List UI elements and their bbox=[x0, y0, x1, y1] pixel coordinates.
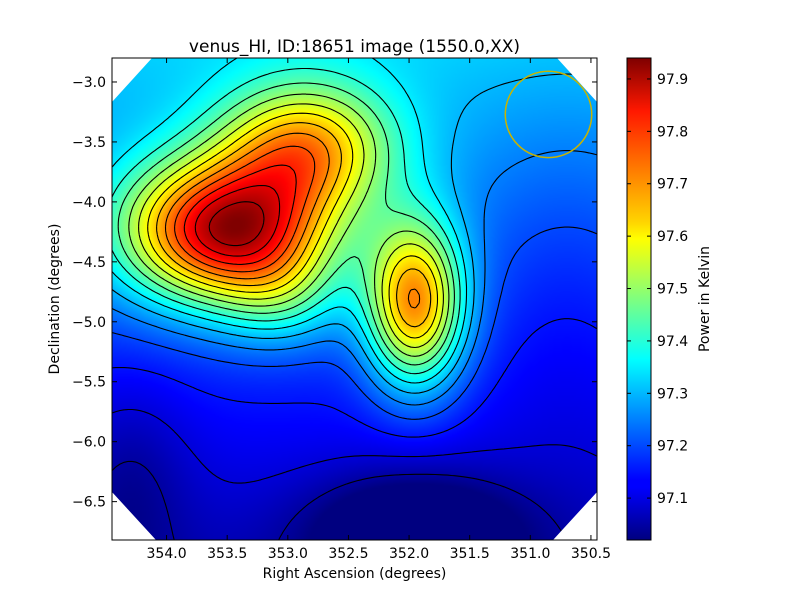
colorbar-tick-label: 97.1 bbox=[657, 491, 688, 507]
contour-line bbox=[112, 460, 568, 540]
colorbar-tick-label: 97.7 bbox=[657, 177, 688, 193]
contour-line bbox=[112, 318, 597, 438]
y-tick-label: −4.5 bbox=[72, 255, 106, 271]
y-tick-label: −3.0 bbox=[72, 75, 106, 91]
mask-corner bbox=[112, 492, 156, 540]
x-tick-label: 354.0 bbox=[147, 546, 187, 562]
chart-title: venus_HI, ID:18651 image (1550.0,XX) bbox=[189, 37, 520, 57]
colorbar-label: Power in Kelvin bbox=[697, 246, 713, 352]
x-tick-label: 351.5 bbox=[450, 546, 490, 562]
colorbar-tick-label: 97.9 bbox=[657, 72, 688, 88]
contour-line bbox=[112, 73, 597, 394]
mask-corners bbox=[112, 58, 597, 540]
colorbar-ticks: 97.1 97.2 97.3 97.4 97.5 97.6 97.7 97.8 97.9 bbox=[627, 72, 688, 507]
heatmap-image bbox=[112, 58, 597, 540]
mask-corner bbox=[557, 58, 597, 102]
plot-frame bbox=[111, 57, 598, 541]
x-tick-label: 353.0 bbox=[268, 546, 308, 562]
x-tick-label: 352.0 bbox=[389, 546, 429, 562]
colorbar-tick-label: 97.5 bbox=[657, 282, 688, 298]
x-tick-label: 350.5 bbox=[571, 546, 611, 562]
contour-line bbox=[147, 112, 439, 339]
y-tick-label: −6.5 bbox=[72, 495, 106, 511]
y-tick-label: −6.0 bbox=[72, 435, 106, 451]
contour-line bbox=[112, 67, 461, 375]
colorbar-gradient bbox=[627, 58, 651, 540]
contour-line bbox=[112, 150, 597, 406]
contour-line bbox=[112, 408, 597, 484]
colorbar-tick-label: 97.4 bbox=[657, 334, 688, 350]
plot-area: 354.0 353.5 353.0 352.5 352.0 351.5 351.0 350.5… bbox=[72, 57, 611, 562]
contour-line bbox=[117, 82, 455, 366]
contour-line bbox=[112, 58, 468, 384]
x-axis-label: Right Ascension (degrees) bbox=[263, 566, 447, 582]
contour-line bbox=[194, 184, 281, 257]
colorbar-tick-label: 97.2 bbox=[657, 439, 688, 455]
colorbar-tick-label: 97.3 bbox=[657, 386, 688, 402]
contour-line bbox=[156, 122, 432, 328]
y-tick-label: −5.0 bbox=[72, 315, 106, 331]
contour-line bbox=[138, 103, 444, 349]
colorbar-frame bbox=[626, 57, 652, 541]
x-tick-label: 352.5 bbox=[328, 546, 368, 562]
colorbar-tick-label: 97.8 bbox=[657, 124, 688, 140]
contour-line bbox=[112, 226, 597, 420]
contour-line bbox=[183, 164, 297, 265]
beam-circle bbox=[504, 70, 593, 159]
y-tick-label: −5.5 bbox=[72, 375, 106, 391]
contour-line bbox=[128, 93, 450, 357]
y-tick-label: −4.0 bbox=[72, 195, 106, 211]
mask-corner bbox=[553, 492, 597, 540]
mask-corner bbox=[112, 58, 152, 102]
colorbar-tick-label: 97.6 bbox=[657, 229, 688, 245]
x-tick-label: 353.5 bbox=[207, 546, 247, 562]
contour-line bbox=[208, 201, 265, 247]
y-axis-label: Declination (degrees) bbox=[47, 224, 63, 375]
x-axis: 354.0 353.5 353.0 352.5 352.0 351.5 351.0 350.5 bbox=[147, 58, 611, 562]
contour-lines bbox=[112, 58, 597, 540]
contour-line bbox=[164, 132, 421, 309]
y-axis: −3.0 −3.5 −4.0 −4.5 −5.0 −5.5 −6.0 −6.5 bbox=[72, 75, 597, 511]
colorbar: 97.1 97.2 97.3 97.4 97.5 97.6 97.7 97.8 97.9 Pow… bbox=[626, 57, 713, 541]
y-tick-label: −3.5 bbox=[72, 135, 106, 151]
x-tick-label: 351.0 bbox=[510, 546, 550, 562]
contour-line bbox=[174, 145, 316, 273]
